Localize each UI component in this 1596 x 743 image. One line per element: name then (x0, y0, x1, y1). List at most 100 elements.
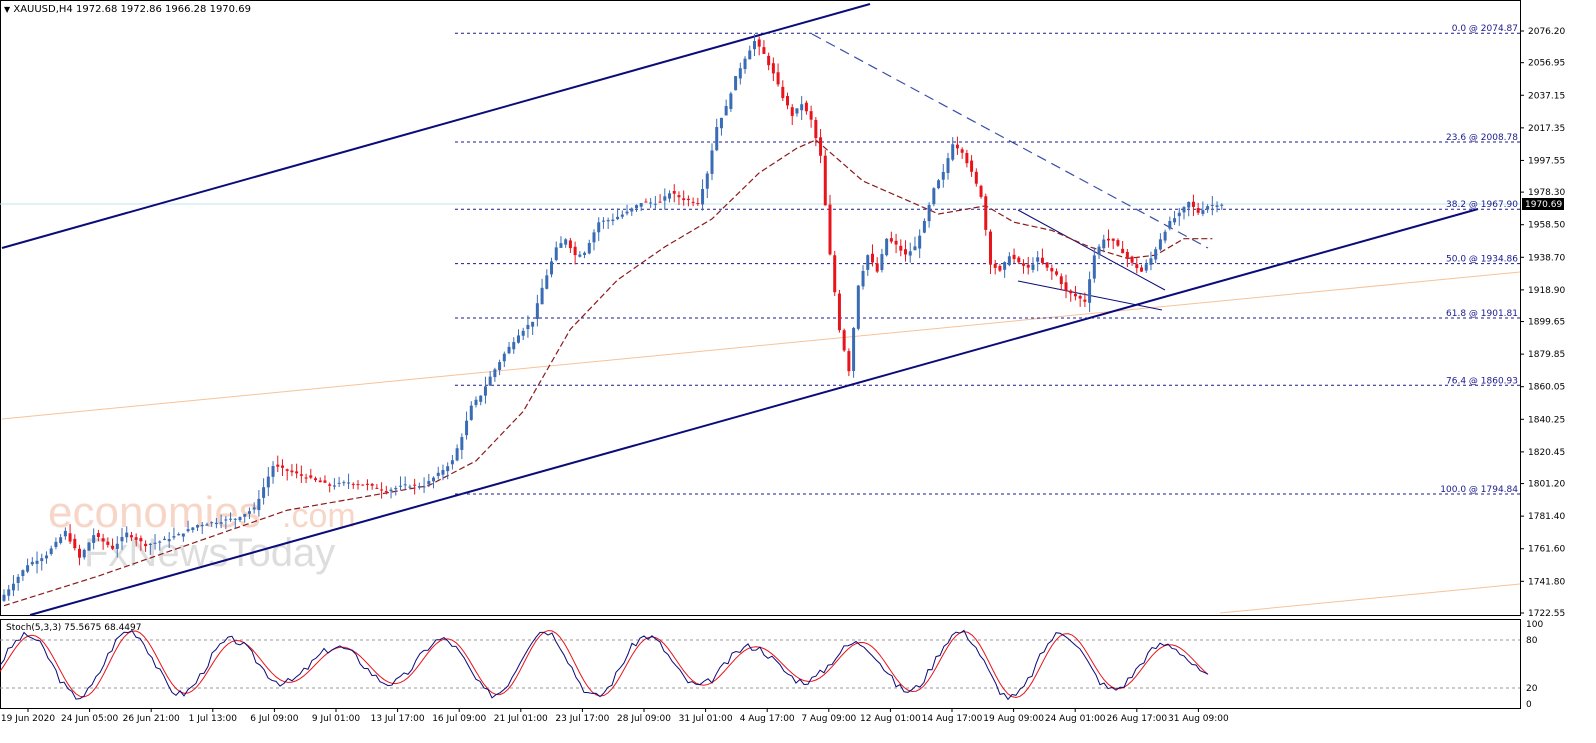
candle-69 (328, 482, 332, 493)
candle-body-217 (1026, 264, 1030, 268)
candle-body-113 (535, 303, 539, 320)
candle-190 (899, 239, 903, 257)
candle-32 (153, 534, 157, 550)
candle-body-91 (432, 477, 436, 482)
candle-body-0 (2, 594, 6, 601)
candle-body-249 (1177, 212, 1181, 217)
candle-body-144 (682, 198, 686, 201)
candle-body-237 (1121, 248, 1125, 254)
candle-137 (649, 198, 653, 208)
candle-body-77 (365, 483, 369, 485)
candle-body-207 (979, 185, 983, 197)
candle-114 (540, 278, 544, 305)
candle-13 (63, 527, 67, 540)
candle-135 (639, 203, 643, 212)
candle-132 (625, 204, 629, 216)
candle-58 (276, 455, 280, 473)
candle-body-84 (398, 485, 402, 487)
chart-header: ▼ XAUUSD,H4 1972.68 1972.86 1966.28 1970… (4, 4, 251, 15)
candle-body-70 (332, 485, 336, 487)
candle-body-9 (44, 555, 48, 559)
candle-108 (512, 337, 516, 354)
candle-body-255 (1206, 206, 1210, 210)
candle-body-79 (375, 487, 379, 489)
candle-4 (21, 569, 25, 581)
candle-193 (913, 236, 917, 251)
candle-body-24 (115, 543, 119, 549)
candle-body-44 (210, 522, 214, 524)
main-pane-frame (0, 0, 1521, 616)
candle-250 (1182, 205, 1186, 220)
candle-73 (347, 473, 351, 490)
candle-231 (1092, 247, 1096, 283)
candle-body-20 (96, 533, 100, 538)
candle-81 (384, 485, 388, 495)
candle-16 (78, 544, 82, 566)
candle-127 (601, 217, 605, 229)
candle-220 (1040, 248, 1044, 265)
candle-body-253 (1196, 208, 1200, 213)
candle-body-82 (389, 489, 393, 492)
candle-body-147 (696, 203, 700, 205)
candle-body-132 (625, 211, 629, 214)
time-tick-label-12: 4 Aug 17:00 (740, 714, 795, 724)
candle-body-241 (1140, 267, 1144, 272)
ma-line (3, 139, 1213, 607)
candle-184 (870, 244, 874, 267)
candle-64 (304, 473, 308, 484)
candle-body-80 (380, 489, 384, 491)
candle-0 (2, 589, 6, 602)
candle-body-157 (743, 58, 747, 70)
candle-221 (1045, 262, 1049, 272)
candle-body-32 (153, 542, 157, 544)
candle-149 (705, 171, 709, 199)
candle-27 (129, 531, 133, 541)
candle-169 (800, 96, 804, 120)
candle-122 (578, 251, 582, 258)
candle-body-72 (342, 482, 346, 484)
candle-43 (205, 522, 209, 526)
chevron-down-icon[interactable]: ▼ (4, 5, 11, 14)
candle-body-71 (337, 482, 341, 484)
candle-body-65 (309, 475, 313, 478)
candle-88 (417, 482, 421, 490)
candle-61 (290, 464, 294, 477)
candle-body-174 (823, 155, 827, 206)
candle-body-200 (946, 158, 950, 173)
candle-175 (828, 194, 832, 256)
candle-218 (1031, 257, 1035, 273)
candle-body-210 (993, 263, 997, 268)
candle-168 (795, 108, 799, 117)
candle-48 (229, 512, 233, 522)
price-tick-label-9: 1899.65 (1528, 318, 1565, 328)
candle-212 (1003, 261, 1007, 278)
candle-body-59 (280, 465, 284, 468)
candle-body-149 (705, 173, 709, 189)
candle-body-27 (129, 535, 133, 538)
candle-98 (465, 411, 469, 440)
candle-body-61 (290, 470, 294, 473)
candle-187 (885, 238, 889, 257)
candle-144 (682, 190, 686, 206)
candle-body-109 (516, 335, 520, 343)
candle-172 (814, 117, 818, 147)
candle-23 (111, 538, 115, 551)
candle-body-14 (68, 533, 72, 542)
candle-body-123 (583, 252, 587, 255)
candle-body-51 (243, 514, 247, 517)
candle-217 (1026, 256, 1030, 275)
stoch-signal-line (0, 630, 1209, 698)
candle-178 (842, 328, 846, 352)
price-tick-label-2: 2037.15 (1528, 91, 1565, 101)
candle-97 (460, 433, 464, 460)
candle-139 (658, 194, 662, 203)
candle-126 (597, 217, 601, 242)
candle-100 (474, 396, 478, 408)
candle-body-62 (295, 471, 299, 474)
candle-41 (196, 524, 200, 532)
candle-15 (73, 534, 77, 551)
candle-body-136 (644, 201, 648, 203)
candle-body-190 (899, 245, 903, 251)
candle-112 (531, 321, 535, 335)
candle-222 (1050, 264, 1054, 280)
